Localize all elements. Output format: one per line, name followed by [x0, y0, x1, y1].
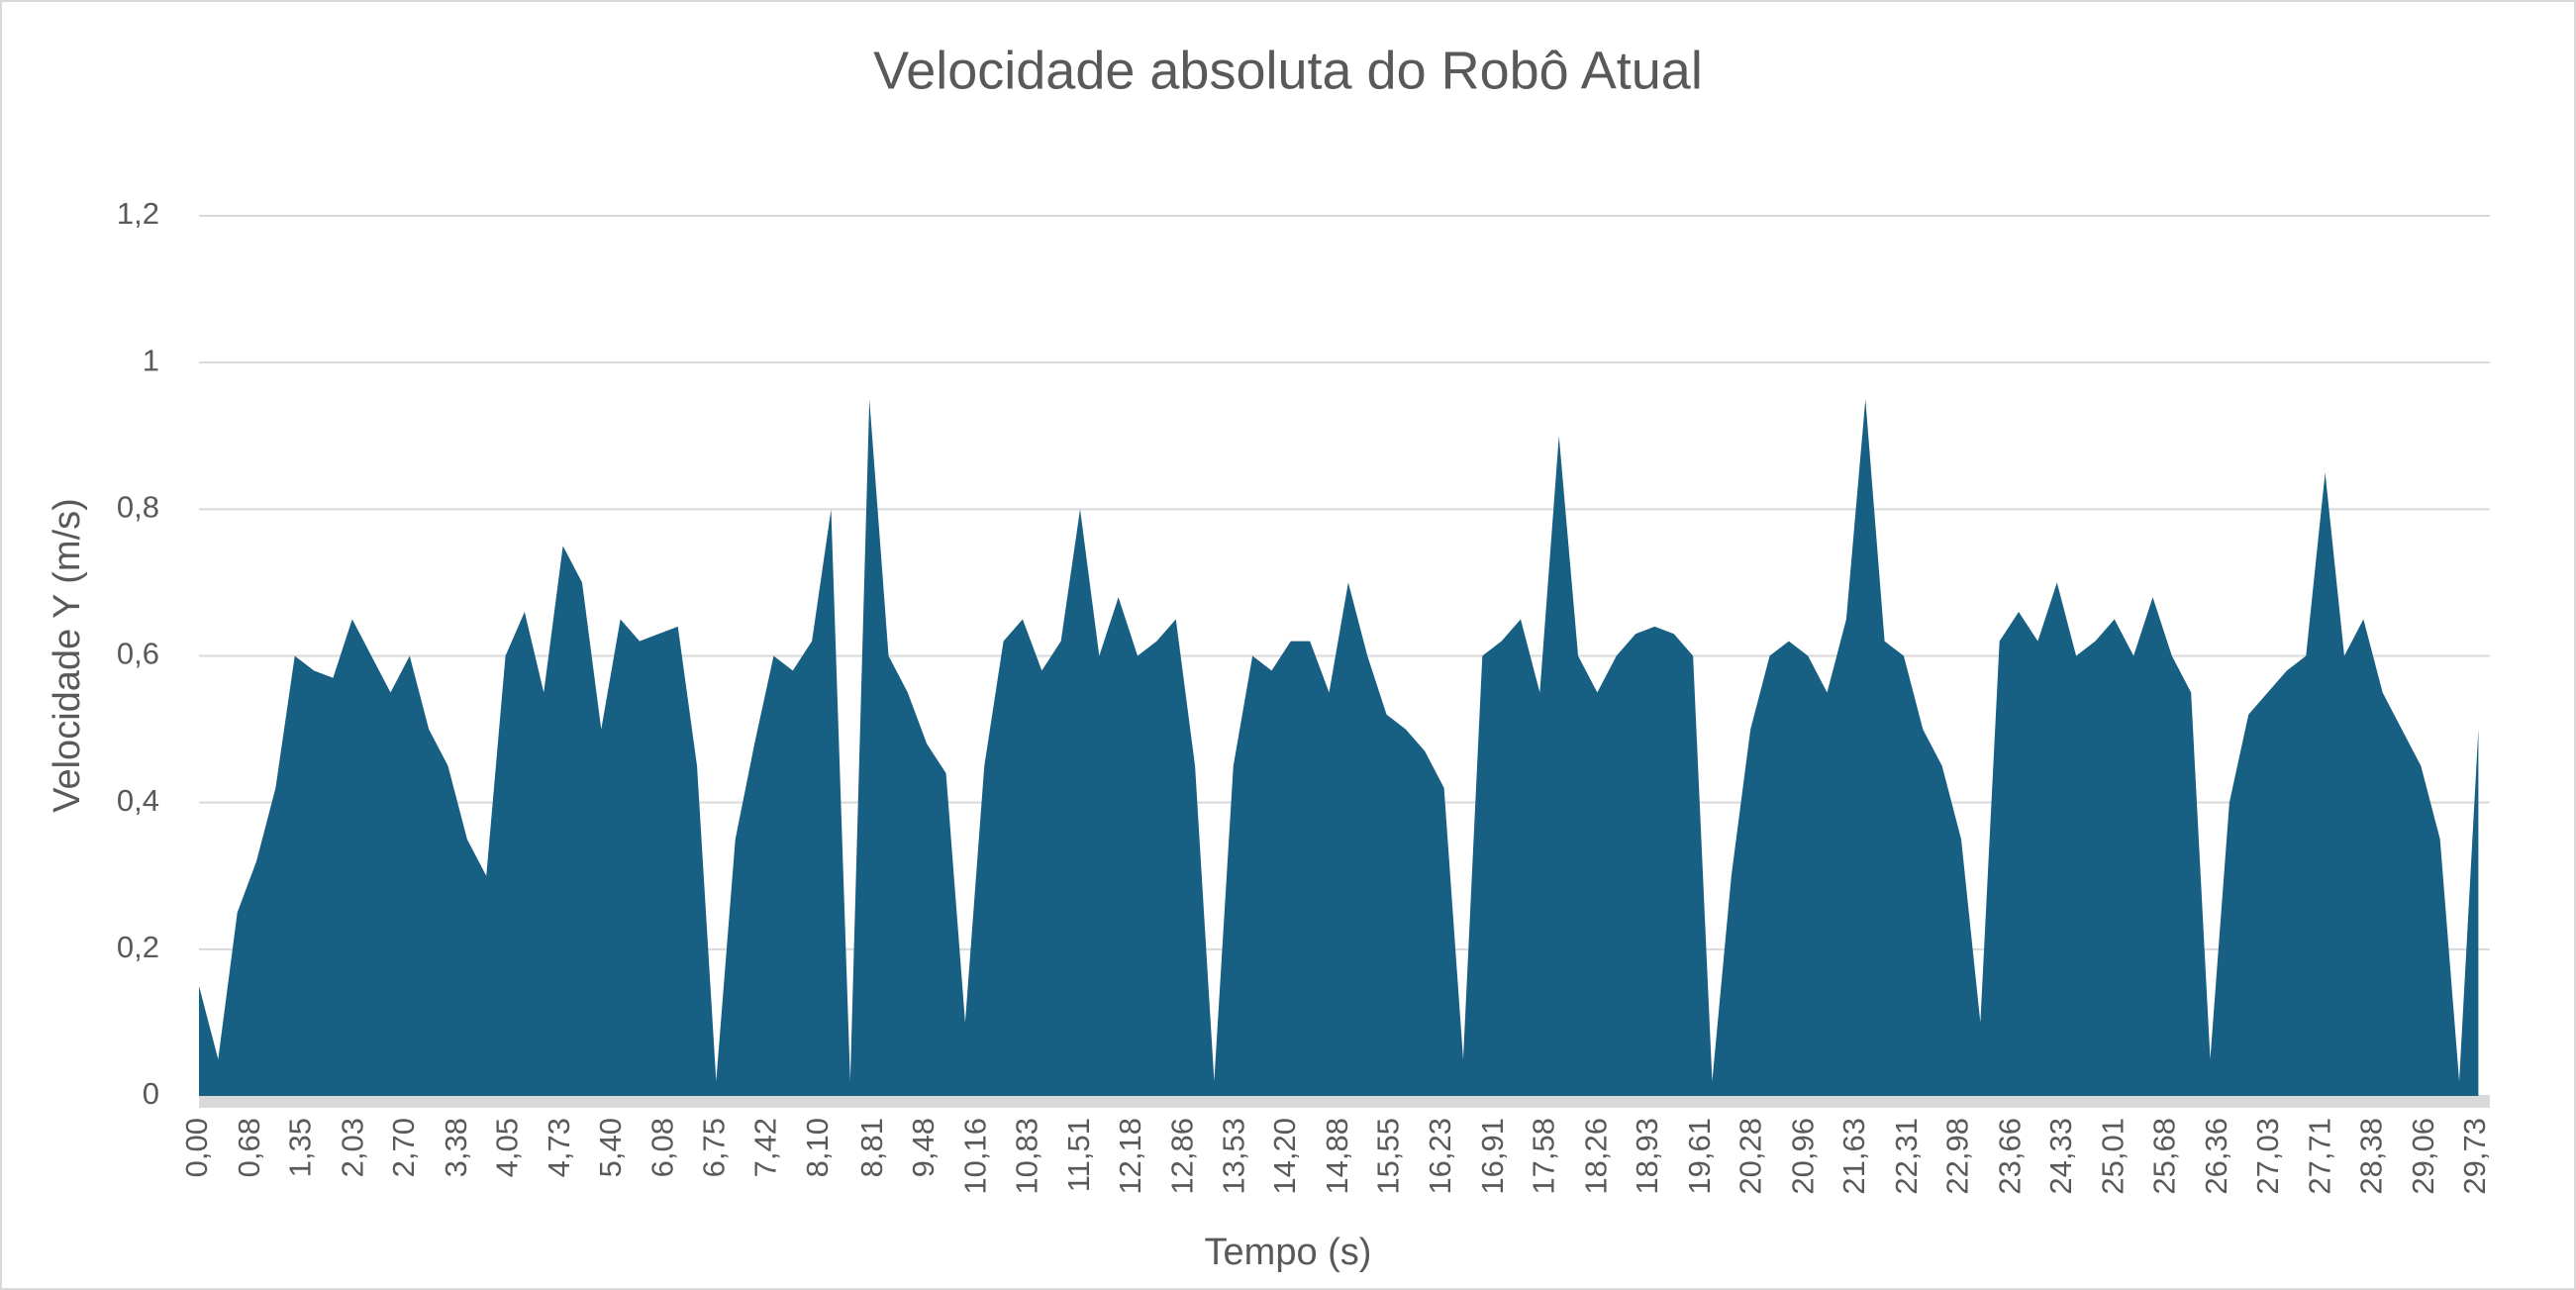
x-tick-label: 25,68: [2147, 1118, 2182, 1195]
x-tick-label: 25,01: [2096, 1118, 2130, 1195]
x-tick-label: 12,18: [1113, 1118, 1147, 1195]
x-tick-label: 3,38: [439, 1118, 473, 1177]
x-tick-label: 10,16: [957, 1118, 992, 1195]
y-tick-label: 0,8: [117, 490, 159, 525]
x-tick-label: 15,55: [1371, 1118, 1406, 1195]
x-tick-label: 1,35: [283, 1118, 318, 1177]
x-tick-label: 27,71: [2303, 1118, 2337, 1195]
x-tick-label: 13,53: [1216, 1118, 1250, 1195]
x-tick-label: 4,05: [490, 1118, 525, 1177]
x-tick-label: 0,00: [179, 1118, 214, 1177]
y-tick-label: 0,4: [117, 783, 159, 818]
x-tick-label: 23,66: [1992, 1118, 2027, 1195]
x-tick-label: 6,75: [697, 1118, 732, 1177]
chart-title: Velocidade absoluta do Robô Atual: [873, 41, 1703, 100]
x-tick-label: 19,61: [1682, 1118, 1717, 1195]
y-tick-label: 0: [143, 1076, 159, 1111]
x-tick-label: 28,38: [2354, 1118, 2389, 1195]
x-tick-label: 10,83: [1009, 1118, 1043, 1195]
x-tick-label: 4,73: [542, 1118, 576, 1177]
x-tick-label: 11,51: [1061, 1118, 1096, 1192]
x-tick-label: 12,86: [1164, 1118, 1199, 1195]
x-tick-label: 17,58: [1527, 1118, 1561, 1195]
x-tick-label: 16,23: [1423, 1118, 1457, 1195]
x-tick-label: 16,91: [1475, 1118, 1510, 1195]
x-tick-label: 22,31: [1889, 1118, 1924, 1195]
x-tick-label: 2,70: [386, 1118, 421, 1177]
area: [199, 399, 2479, 1096]
x-tick-label: 2,03: [335, 1118, 369, 1177]
x-tick-label: 8,10: [800, 1118, 835, 1177]
y-tick-label: 0,2: [117, 930, 159, 964]
x-tick-label: 14,20: [1267, 1118, 1302, 1195]
x-tick-label: 26,36: [2199, 1118, 2233, 1195]
x-tick-label: 21,63: [1836, 1118, 1871, 1195]
x-tick-label: 22,98: [1940, 1118, 1975, 1195]
x-tick-label: 18,26: [1578, 1118, 1613, 1195]
x-tick-label: 27,03: [2250, 1118, 2285, 1195]
x-tick-label: 8,81: [854, 1118, 889, 1177]
x-tick-label: 29,06: [2406, 1118, 2440, 1195]
y-tick-label: 1: [143, 343, 159, 377]
y-axis-title: Velocidade Y (m/s): [47, 498, 88, 813]
x-tick-label: 7,42: [747, 1118, 782, 1177]
x-tick-label: 14,88: [1320, 1118, 1354, 1195]
x-tick-label: 20,96: [1785, 1118, 1820, 1195]
x-tick-label: 18,93: [1630, 1118, 1664, 1195]
x-tick-label: 6,08: [645, 1118, 680, 1177]
y-tick-label: 0,6: [117, 637, 159, 671]
x-tick-label: 20,28: [1734, 1118, 1768, 1195]
y-tick-label: 1,2: [117, 196, 159, 231]
x-tick-label: 0,68: [232, 1118, 266, 1177]
x-tick-label: 5,40: [593, 1118, 628, 1177]
x-tick-label: 9,48: [906, 1118, 941, 1177]
x-axis-line: [199, 1096, 2490, 1108]
x-tick-label: 29,73: [2457, 1118, 2492, 1195]
x-tick-label: 24,33: [2043, 1118, 2078, 1195]
x-axis-title: Tempo (s): [1205, 1232, 1372, 1273]
